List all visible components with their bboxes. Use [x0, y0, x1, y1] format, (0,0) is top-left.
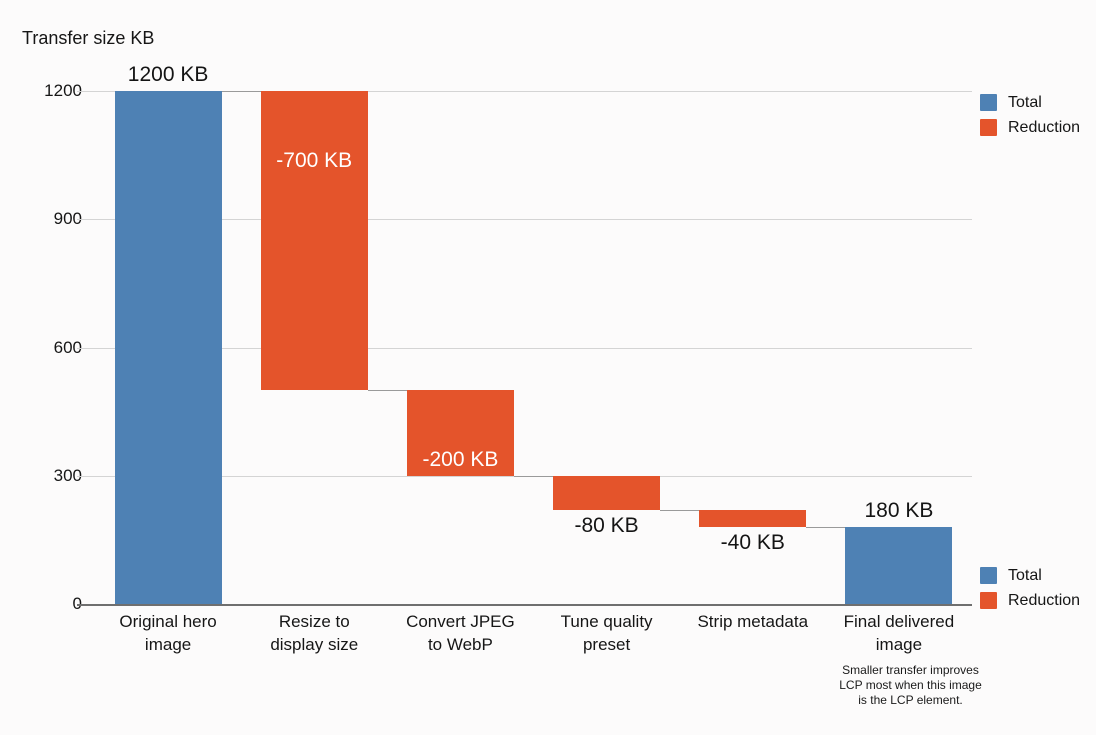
- x-axis-label-line: Convert JPEG: [406, 612, 515, 631]
- x-axis-label-line: to WebP: [427, 635, 493, 654]
- bar-value-label: -80 KB: [574, 513, 639, 537]
- y-axis-tick-mark: [77, 347, 95, 349]
- waterfall-connector: [221, 91, 261, 92]
- waterfall-connector: [806, 527, 846, 529]
- bar-value-label: 180 KB: [864, 499, 934, 523]
- x-axis-label-line: Original hero: [119, 612, 217, 631]
- legend-item-label: Total: [1008, 93, 1042, 111]
- x-axis-category-labels: Original hero image Resize to display size C…: [95, 610, 972, 662]
- gridline: [95, 91, 972, 92]
- x-axis-label-line: preset: [582, 635, 631, 654]
- bar-reduction[interactable]: [553, 475, 661, 510]
- legend-item-total[interactable]: Total: [980, 90, 1080, 115]
- legend-item-label: Reduction: [1008, 591, 1081, 609]
- y-axis-tick-mark: [77, 219, 95, 221]
- chart-footnote: Smaller transfer improves LCP most when t…: [812, 663, 1009, 708]
- bar-value-label: -700 KB: [276, 149, 353, 172]
- x-axis-category-label: Original hero image: [88, 610, 248, 656]
- x-axis-label-line: image: [144, 635, 192, 654]
- legend-item-reduction[interactable]: Reduction: [980, 588, 1080, 613]
- x-axis-label-line: display size: [270, 635, 359, 654]
- legend-item-reduction[interactable]: Reduction: [980, 115, 1080, 140]
- bar-total[interactable]: [114, 91, 222, 604]
- x-axis-label-line: Resize to: [278, 612, 350, 631]
- waterfall-connector: [513, 475, 554, 477]
- bar-reduction[interactable]: [260, 91, 368, 391]
- x-axis-category-label: Final delivered image: [819, 610, 979, 656]
- y-axis-tick-label: 300: [53, 465, 82, 485]
- footnote-line: Smaller transfer improves: [842, 663, 979, 677]
- y-axis-tick-label: 600: [53, 337, 82, 357]
- gridline: [95, 347, 972, 349]
- y-axis-tick-label: 0: [73, 594, 82, 614]
- y-axis-tick-mark: [77, 604, 95, 606]
- x-axis-label-line: image: [875, 635, 923, 654]
- footnote-line: is the LCP element.: [858, 693, 963, 707]
- legend-swatch-icon: [980, 592, 997, 609]
- bar-total[interactable]: [845, 527, 953, 604]
- waterfall-connector: [660, 509, 700, 511]
- bar-value-label: -200 KB: [422, 448, 499, 472]
- bar-reduction[interactable]: [699, 509, 807, 528]
- legend-item-label: Reduction: [1008, 118, 1081, 136]
- bar-value-label: 1200 KB: [127, 63, 209, 86]
- x-axis-label-line: Final delivered: [843, 612, 955, 631]
- chart-axis-title: Transfer size KB: [22, 28, 155, 48]
- x-axis-category-label: Resize to display size: [234, 610, 394, 656]
- y-axis-tick-labels: 0 300 600 900 1200: [0, 81, 82, 613]
- y-axis-tick-mark: [77, 91, 95, 92]
- bar-reduction[interactable]: [406, 390, 514, 476]
- y-axis-tick-mark: [77, 475, 95, 477]
- bar-value-label: -40 KB: [720, 531, 785, 555]
- y-axis-tick-label: 1200: [44, 81, 82, 100]
- legend-item-total[interactable]: Total: [980, 563, 1080, 588]
- y-axis-tick-label: 900: [53, 209, 82, 229]
- x-axis-label-line: Strip metadata: [697, 612, 809, 631]
- legend-bottom: Total Reduction: [980, 563, 1080, 613]
- legend-top: Total Reduction: [980, 90, 1080, 140]
- x-axis-label-line: Tune quality: [560, 612, 653, 631]
- axis-baseline: [95, 604, 972, 606]
- legend-item-label: Total: [1008, 566, 1042, 584]
- waterfall-connector: [367, 390, 407, 392]
- plot-area: 1200 KB -700 KB -200 KB -80 KB -40 KB 180 KB: [77, 63, 972, 606]
- x-axis-category-label: Strip metadata: [673, 610, 833, 633]
- x-axis-category-label: Convert JPEG to WebP: [380, 610, 540, 656]
- x-axis-category-label: Tune quality preset: [527, 610, 687, 656]
- legend-swatch-icon: [980, 567, 997, 584]
- footnote-line: LCP most when this image: [839, 678, 982, 692]
- gridline: [95, 219, 972, 221]
- legend-swatch-icon: [980, 119, 997, 136]
- legend-swatch-icon: [980, 94, 997, 111]
